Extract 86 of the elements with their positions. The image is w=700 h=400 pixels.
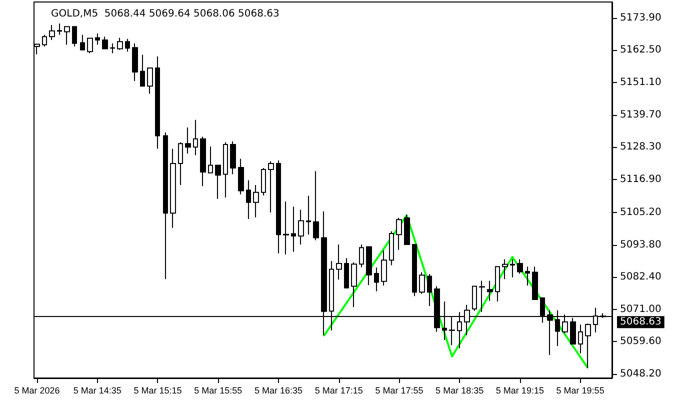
candlestick (178, 142, 183, 186)
candlestick (412, 244, 417, 297)
candlestick (396, 217, 402, 250)
candlestick (170, 148, 176, 228)
y-tick-label: 5048.20 (620, 368, 662, 380)
candlestick (351, 262, 357, 308)
candlestick (42, 34, 47, 47)
candlestick (238, 158, 244, 195)
candlestick (246, 180, 251, 220)
y-tick-label: 5059.60 (620, 336, 662, 348)
candlestick (419, 272, 425, 294)
candlestick (200, 136, 206, 187)
x-tick-label: 5 Mar 16:35 (254, 386, 302, 396)
candlestick (208, 146, 213, 174)
candlestick (381, 250, 387, 286)
candlestick (427, 274, 432, 307)
candlestick (517, 258, 523, 274)
candlestick (163, 132, 168, 280)
candlestick (479, 280, 485, 312)
candlestick (283, 200, 289, 255)
candlestick (132, 42, 138, 82)
candlestick (268, 160, 274, 214)
candlestick (585, 323, 591, 369)
candlestick (525, 266, 530, 286)
candlestick (374, 266, 379, 292)
x-tick-label: 5 Mar 15:55 (194, 386, 242, 396)
y-tick-label: 5105.20 (620, 207, 662, 218)
candlestick (185, 127, 191, 154)
candlestick (261, 168, 266, 196)
x-tick-label: 5 Mar 14:35 (73, 386, 122, 396)
candlestick (532, 266, 538, 300)
candlestick (359, 244, 364, 268)
candlestick (95, 32, 100, 46)
x-tick-label: 5 Mar 17:15 (314, 386, 363, 396)
x-tick-label: 5 Mar 15:15 (134, 386, 182, 396)
candlestick (502, 258, 508, 280)
y-tick-label: 5093.80 (620, 239, 662, 250)
text: GOLD,M5 5068.44 5069.64 5068.06 5068.63 (51, 8, 280, 20)
candlestick (404, 214, 410, 246)
candlestick (253, 184, 259, 218)
candlestick (64, 26, 70, 46)
candlestick (49, 24, 55, 40)
candlestick (102, 36, 108, 50)
y-tick-label: 5151.10 (620, 76, 662, 88)
candlestick (336, 244, 342, 280)
candlestick (389, 230, 394, 266)
candlestick (291, 206, 296, 252)
candlestick (57, 23, 62, 36)
y-tick-label: 5071.00 (620, 304, 662, 315)
candlestick (230, 140, 236, 175)
candlestick (276, 160, 281, 254)
candlestick (472, 286, 477, 312)
y-tick-label: 5082.40 (620, 272, 662, 283)
candlestick (578, 324, 583, 354)
line-series (322, 214, 589, 370)
candlestick (313, 170, 319, 241)
candlestick (223, 142, 228, 198)
candlestick (155, 56, 160, 150)
x-tick-label: 5 Mar 17:55 (375, 386, 424, 396)
x-tick-label: 5 Mar 18:35 (436, 386, 484, 396)
x-tick-label: 5 Mar 19:55 (556, 386, 604, 396)
x-tick-label: 5 Mar 2026 (14, 386, 60, 396)
candlestick (487, 280, 493, 302)
candlestick (125, 38, 130, 52)
candlestick (366, 246, 372, 286)
candlestick (306, 195, 311, 236)
ref-line-label: 5068.63 (620, 316, 662, 328)
y-tick-label: 5139.70 (620, 109, 662, 120)
y-tick-label: 5116.90 (620, 174, 662, 185)
candlestick (147, 68, 153, 94)
candlestick (193, 119, 198, 156)
candlestick (80, 34, 85, 50)
y-tick-label: 5173.90 (620, 12, 662, 24)
x-tick-label: 5 Mar 19:15 (496, 386, 544, 396)
candlestick (110, 42, 115, 54)
candlestick (87, 38, 93, 54)
candlestick (510, 258, 515, 278)
y-tick-label: 5128.30 (620, 142, 662, 153)
candlestick (72, 26, 77, 47)
candlestick (298, 209, 304, 246)
candlestick (117, 37, 123, 50)
candlestick (215, 164, 221, 200)
candlestick (140, 54, 145, 87)
candlestick (344, 258, 349, 289)
y-tick-label: 5162.50 (620, 44, 662, 56)
candlestick (495, 266, 500, 302)
